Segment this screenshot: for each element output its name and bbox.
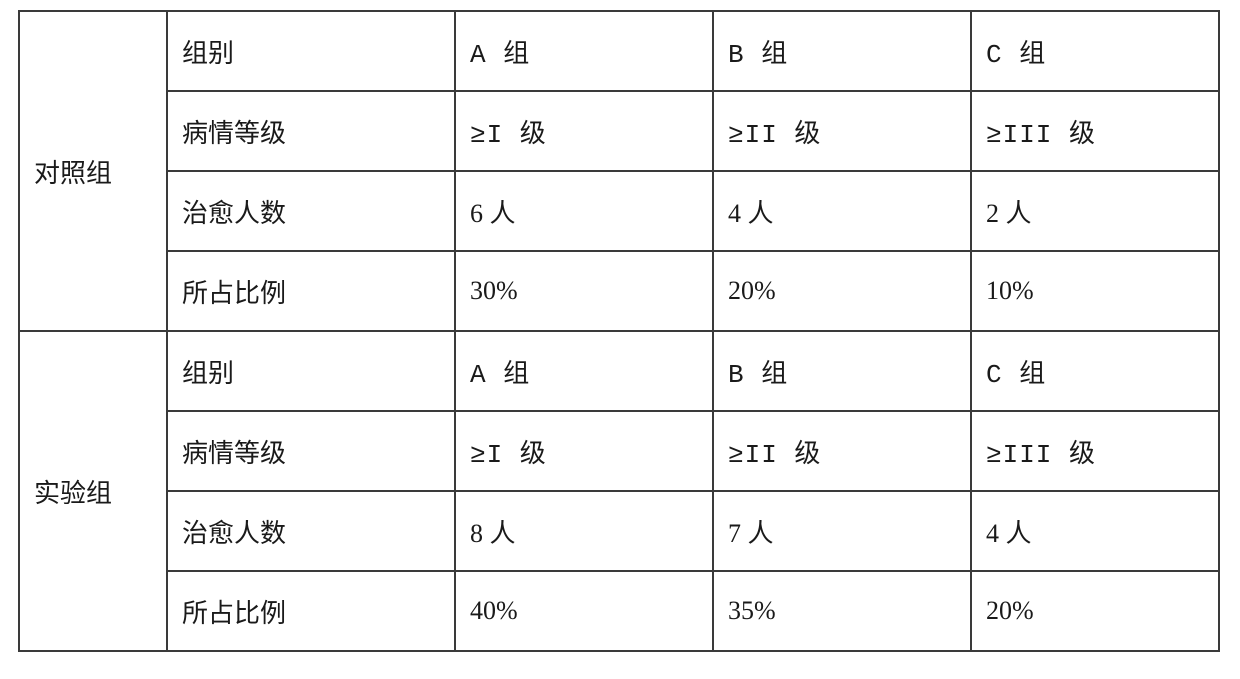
row-label: 病情等级 (167, 411, 455, 491)
table-row: 所占比例 30% 20% 10% (19, 251, 1219, 331)
table-row: 病情等级 ≥I 级 ≥II 级 ≥III 级 (19, 411, 1219, 491)
row-label: 治愈人数 (167, 171, 455, 251)
cell: 6 人 (455, 171, 713, 251)
cell: ≥II 级 (713, 91, 971, 171)
cell: 20% (971, 571, 1219, 651)
table-row: 病情等级 ≥I 级 ≥II 级 ≥III 级 (19, 91, 1219, 171)
cell: A 组 (455, 11, 713, 91)
section-header: 实验组 (19, 331, 167, 651)
row-label: 组别 (167, 11, 455, 91)
cell: ≥II 级 (713, 411, 971, 491)
cell: 20% (713, 251, 971, 331)
row-label: 组别 (167, 331, 455, 411)
section-header: 对照组 (19, 11, 167, 331)
cell: C 组 (971, 11, 1219, 91)
cell: 4 人 (713, 171, 971, 251)
row-label: 治愈人数 (167, 491, 455, 571)
cell: 4 人 (971, 491, 1219, 571)
cell: B 组 (713, 331, 971, 411)
cell: 30% (455, 251, 713, 331)
cell: 8 人 (455, 491, 713, 571)
cell: ≥III 级 (971, 91, 1219, 171)
cell: ≥I 级 (455, 411, 713, 491)
cell: 10% (971, 251, 1219, 331)
table-row: 治愈人数 6 人 4 人 2 人 (19, 171, 1219, 251)
cell: 40% (455, 571, 713, 651)
table-row: 治愈人数 8 人 7 人 4 人 (19, 491, 1219, 571)
cell: C 组 (971, 331, 1219, 411)
table-row: 对照组 组别 A 组 B 组 C 组 (19, 11, 1219, 91)
cell: ≥III 级 (971, 411, 1219, 491)
cell: A 组 (455, 331, 713, 411)
comparison-table: 对照组 组别 A 组 B 组 C 组 病情等级 ≥I 级 ≥II 级 ≥III … (18, 10, 1220, 652)
cell: B 组 (713, 11, 971, 91)
cell: 35% (713, 571, 971, 651)
row-label: 所占比例 (167, 571, 455, 651)
cell: 7 人 (713, 491, 971, 571)
cell: ≥I 级 (455, 91, 713, 171)
cell: 2 人 (971, 171, 1219, 251)
row-label: 病情等级 (167, 91, 455, 171)
row-label: 所占比例 (167, 251, 455, 331)
table-row: 实验组 组别 A 组 B 组 C 组 (19, 331, 1219, 411)
table-row: 所占比例 40% 35% 20% (19, 571, 1219, 651)
